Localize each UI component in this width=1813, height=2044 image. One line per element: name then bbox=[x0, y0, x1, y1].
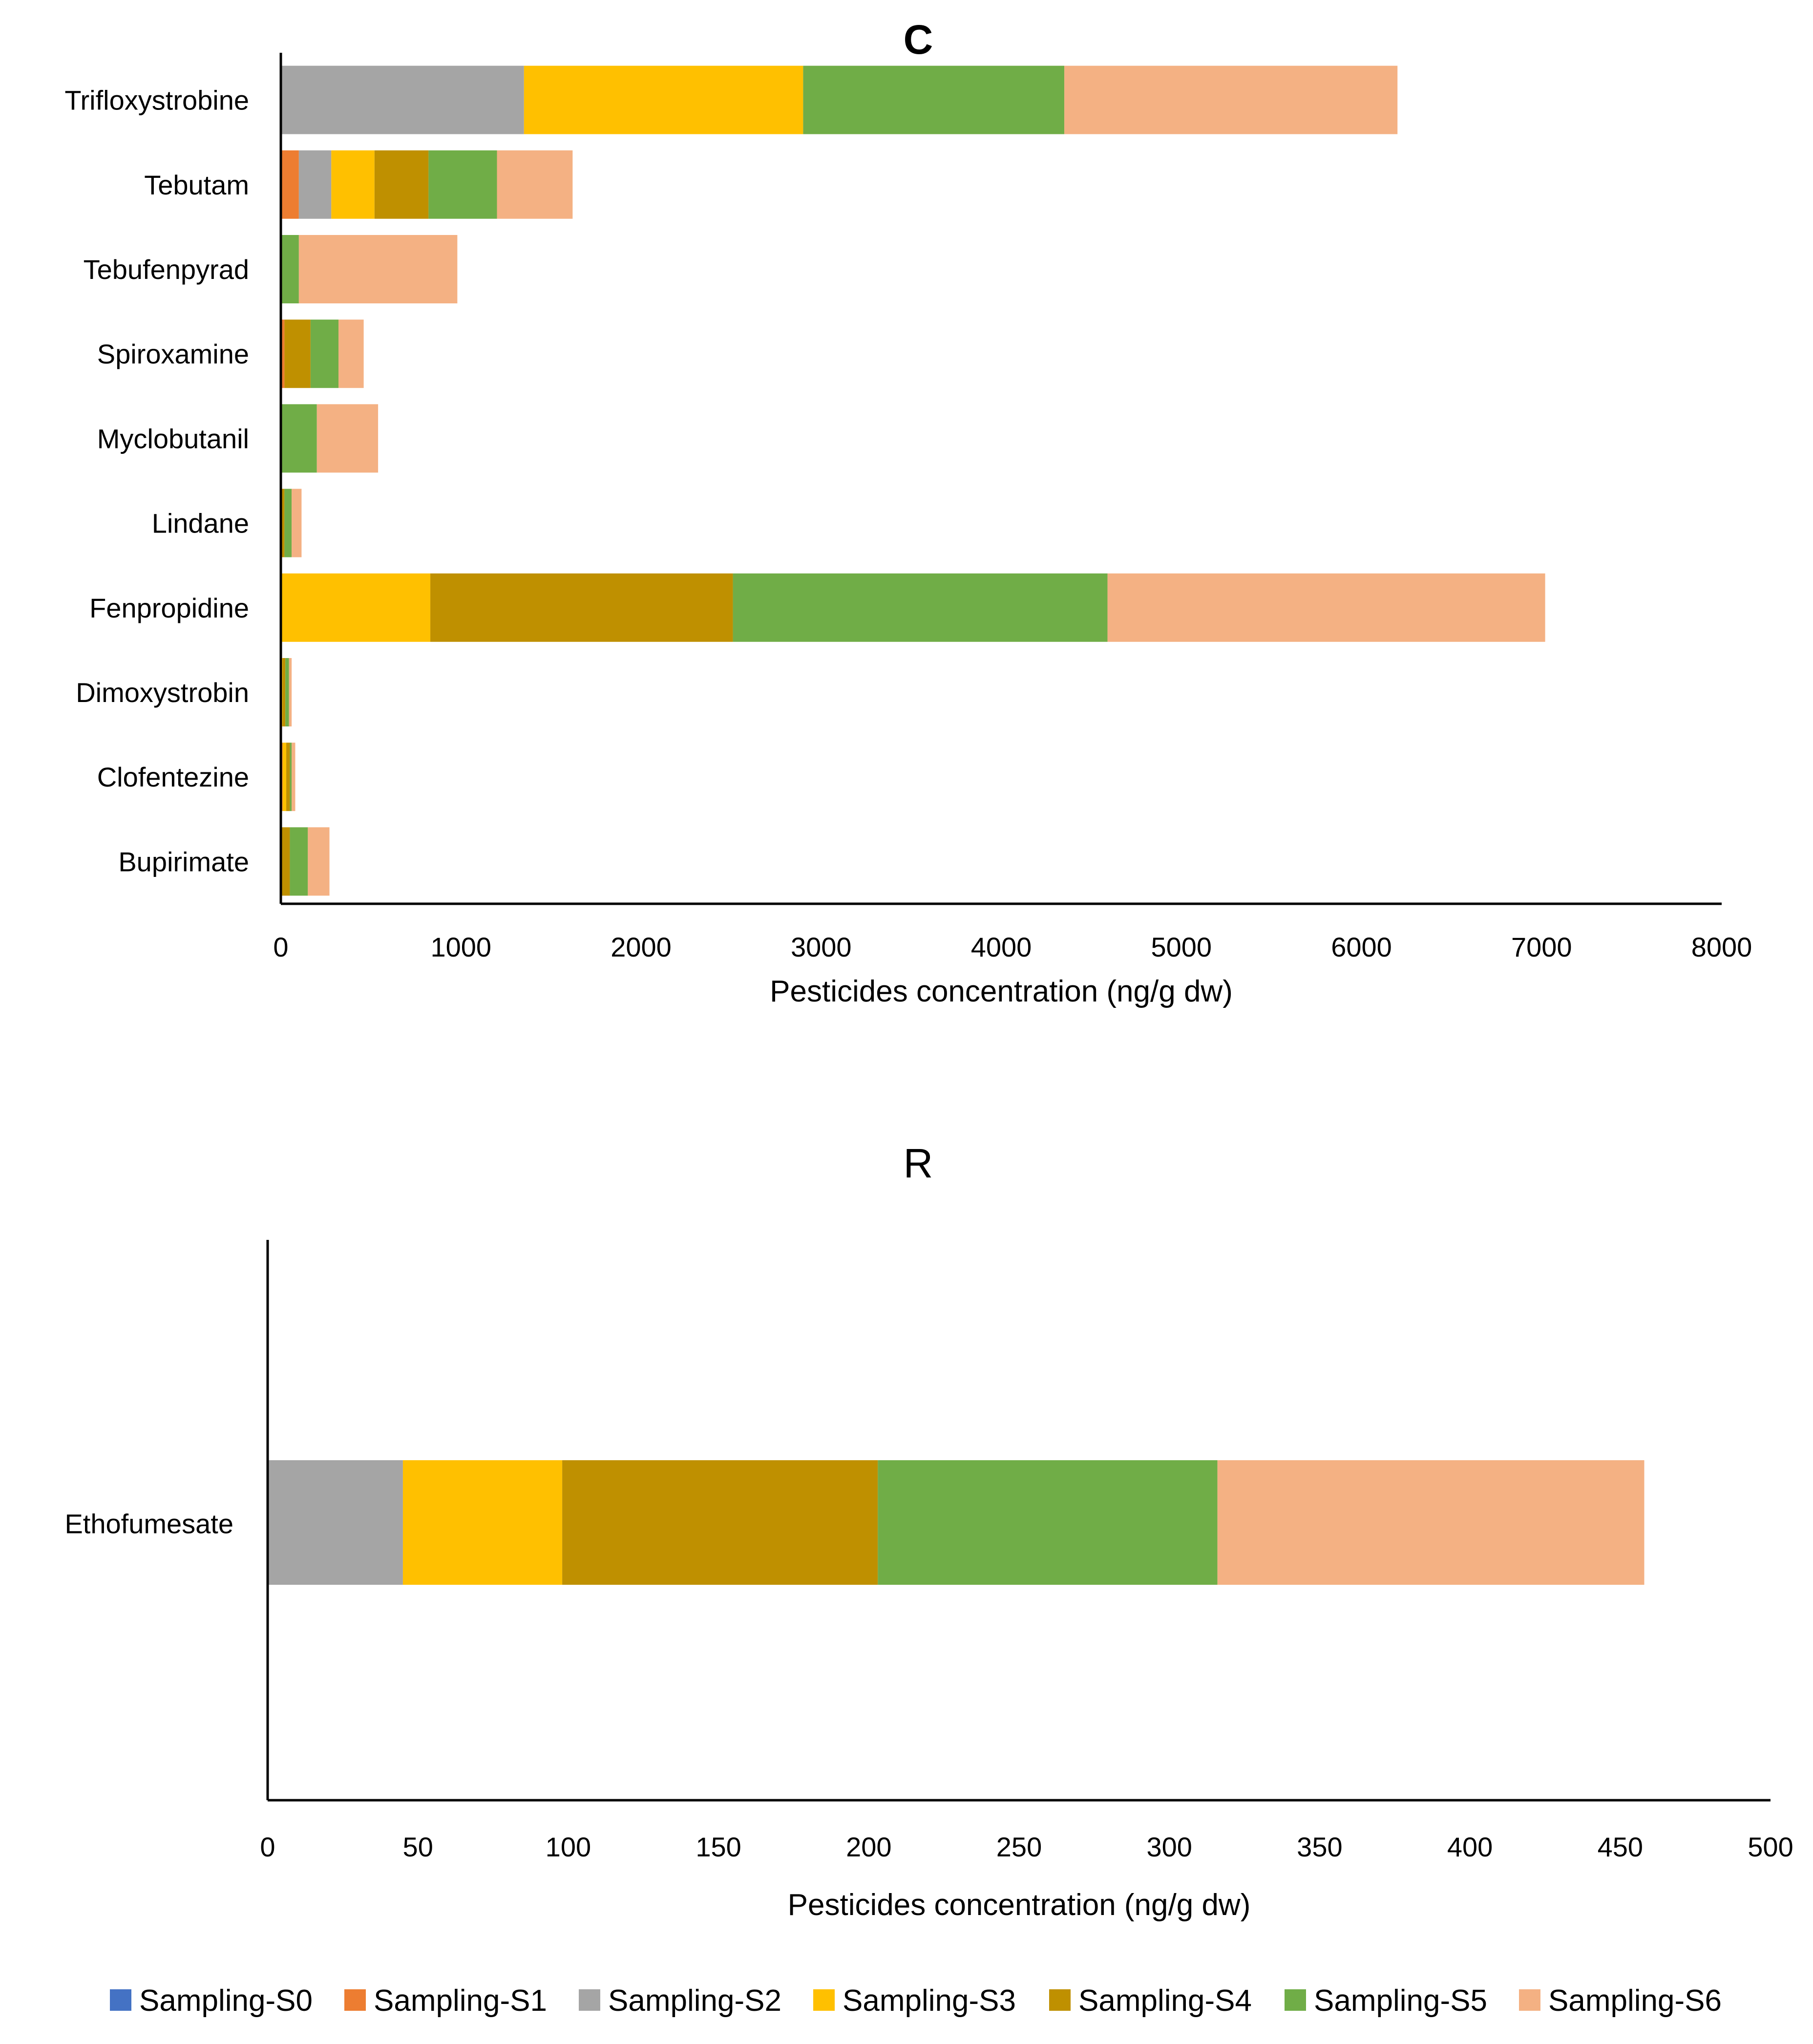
category-label-myclobutanil: Myclobutanil bbox=[97, 423, 249, 454]
legend-swatch-sampling-s5 bbox=[1285, 1989, 1306, 2011]
bar-fenpropidine-sampling-s6 bbox=[1107, 573, 1545, 642]
bar-tebutam-sampling-s5 bbox=[428, 150, 497, 219]
bar-bupirimate-sampling-s4 bbox=[281, 827, 290, 896]
x-tick-label-0: 0 bbox=[273, 932, 288, 962]
legend-swatch-sampling-s0 bbox=[110, 1989, 131, 2011]
legend-label-sampling-s5: Sampling-S5 bbox=[1314, 1984, 1487, 2018]
legend-label-sampling-s2: Sampling-S2 bbox=[608, 1984, 781, 2018]
x-tick-label-0: 0 bbox=[260, 1831, 275, 1862]
category-label-tebufenpyrad: Tebufenpyrad bbox=[84, 254, 249, 285]
bar-lindane-sampling-s5 bbox=[284, 489, 292, 557]
bar-spiroxamine-sampling-s5 bbox=[310, 319, 338, 388]
bar-lindane-sampling-s6 bbox=[292, 489, 302, 557]
bar-spiroxamine-sampling-s1 bbox=[281, 319, 285, 388]
legend-swatch-sampling-s4 bbox=[1049, 1989, 1071, 2011]
bar-trifloxystrobine-sampling-s5 bbox=[803, 65, 1065, 134]
bar-clofentezine-sampling-s3 bbox=[282, 743, 287, 811]
legend-label-sampling-s4: Sampling-S4 bbox=[1078, 1984, 1252, 2018]
bar-tebutam-sampling-s2 bbox=[298, 150, 332, 219]
x-axis-label: Pesticides concentration (ng/g dw) bbox=[770, 975, 1233, 1008]
chart-r: R Ethofumesate 0 50 100 150 200 250 300 350 400 450… bbox=[64, 1140, 1793, 1922]
chart-title: C bbox=[904, 17, 933, 63]
bar-ethofumesate-sampling-s2 bbox=[268, 1460, 403, 1585]
category-label-bupirimate: Bupirimate bbox=[118, 846, 249, 877]
bar-dimoxystrobin-sampling-s6 bbox=[289, 658, 292, 726]
x-tick-label-1000: 1000 bbox=[430, 932, 491, 962]
bar-myclobutanil-sampling-s6 bbox=[316, 404, 379, 473]
category-label-clofentezine: Clofentezine bbox=[97, 762, 249, 792]
bar-tebutam-sampling-s3 bbox=[331, 150, 375, 219]
x-tick-label-8000: 8000 bbox=[1691, 932, 1752, 962]
x-tick-label-300: 300 bbox=[1146, 1831, 1192, 1862]
category-label-dimoxystrobin: Dimoxystrobin bbox=[76, 677, 249, 708]
x-axis-label: Pesticides concentration (ng/g dw) bbox=[788, 1888, 1251, 1922]
x-tick-label-350: 350 bbox=[1297, 1831, 1342, 1862]
legend: Sampling-S0 Sampling-S1 Sampling-S2 Samplin… bbox=[110, 1984, 1722, 2018]
legend-label-sampling-s6: Sampling-S6 bbox=[1548, 1984, 1722, 2018]
bar-clofentezine-sampling-s6 bbox=[292, 743, 295, 811]
x-tick-label-50: 50 bbox=[403, 1831, 433, 1862]
legend-swatch-sampling-s6 bbox=[1519, 1989, 1540, 2011]
x-tick-label-450: 450 bbox=[1598, 1831, 1643, 1862]
bar-clofentezine-sampling-s4 bbox=[286, 743, 290, 811]
x-tick-label-7000: 7000 bbox=[1511, 932, 1572, 962]
chart-c: C Trifloxystrobine Tebutam Tebufenpyrad Spir… bbox=[64, 17, 1752, 1008]
category-label-fenpropidine: Fenpropidine bbox=[89, 593, 249, 623]
bar-trifloxystrobine-sampling-s2 bbox=[281, 65, 524, 134]
bar-ethofumesate-sampling-s3 bbox=[402, 1460, 563, 1585]
x-tick-label-5000: 5000 bbox=[1151, 932, 1212, 962]
bar-bupirimate-sampling-s6 bbox=[308, 827, 330, 896]
bar-fenpropidine-sampling-s3 bbox=[281, 573, 431, 642]
bar-tebutam-sampling-s1 bbox=[281, 150, 299, 219]
chart-title: R bbox=[904, 1140, 933, 1186]
bar-dimoxystrobin-sampling-s5 bbox=[285, 658, 289, 726]
category-label-spiroxamine: Spiroxamine bbox=[97, 339, 249, 369]
x-tick-label-6000: 6000 bbox=[1331, 932, 1392, 962]
x-tick-label-250: 250 bbox=[996, 1831, 1042, 1862]
category-label-lindane: Lindane bbox=[152, 508, 249, 539]
x-tick-label-100: 100 bbox=[546, 1831, 591, 1862]
category-label-ethofumesate: Ethofumesate bbox=[64, 1509, 233, 1539]
x-tick-label-150: 150 bbox=[696, 1831, 741, 1862]
x-tick-label-3000: 3000 bbox=[791, 932, 852, 962]
bar-tebufenpyrad-sampling-s5 bbox=[281, 235, 299, 303]
bar-ethofumesate-sampling-s5 bbox=[878, 1460, 1218, 1585]
bar-spiroxamine-sampling-s6 bbox=[338, 319, 364, 388]
bar-bupirimate-sampling-s5 bbox=[290, 827, 308, 896]
bar-clofentezine-sampling-s5 bbox=[290, 743, 292, 811]
bar-myclobutanil-sampling-s5 bbox=[281, 404, 317, 473]
bar-tebufenpyrad-sampling-s6 bbox=[298, 235, 458, 303]
bar-tebutam-sampling-s6 bbox=[497, 150, 573, 219]
bar-trifloxystrobine-sampling-s6 bbox=[1064, 65, 1398, 134]
x-tick-label-2000: 2000 bbox=[611, 932, 672, 962]
legend-swatch-sampling-s1 bbox=[344, 1989, 366, 2011]
legend-swatch-sampling-s3 bbox=[813, 1989, 835, 2011]
bar-trifloxystrobine-sampling-s3 bbox=[524, 65, 803, 134]
bar-dimoxystrobin-sampling-s4 bbox=[282, 658, 286, 726]
category-label-tebutam: Tebutam bbox=[144, 170, 249, 200]
legend-swatch-sampling-s2 bbox=[579, 1989, 600, 2011]
bar-ethofumesate-sampling-s4 bbox=[562, 1460, 878, 1585]
legend-label-sampling-s0: Sampling-S0 bbox=[139, 1984, 313, 2018]
legend-label-sampling-s3: Sampling-S3 bbox=[843, 1984, 1016, 2018]
x-tick-label-500: 500 bbox=[1748, 1831, 1793, 1862]
category-label-trifloxystrobine: Trifloxystrobine bbox=[64, 85, 249, 116]
bar-spiroxamine-sampling-s4 bbox=[284, 319, 311, 388]
x-tick-label-200: 200 bbox=[846, 1831, 891, 1862]
bar-lindane-sampling-s4 bbox=[281, 489, 285, 557]
x-tick-label-4000: 4000 bbox=[971, 932, 1032, 962]
bar-fenpropidine-sampling-s5 bbox=[733, 573, 1108, 642]
x-tick-label-400: 400 bbox=[1447, 1831, 1493, 1862]
bar-ethofumesate-sampling-s6 bbox=[1217, 1460, 1644, 1585]
bar-tebutam-sampling-s4 bbox=[374, 150, 429, 219]
legend-label-sampling-s1: Sampling-S1 bbox=[374, 1984, 547, 2018]
bar-fenpropidine-sampling-s4 bbox=[430, 573, 733, 642]
